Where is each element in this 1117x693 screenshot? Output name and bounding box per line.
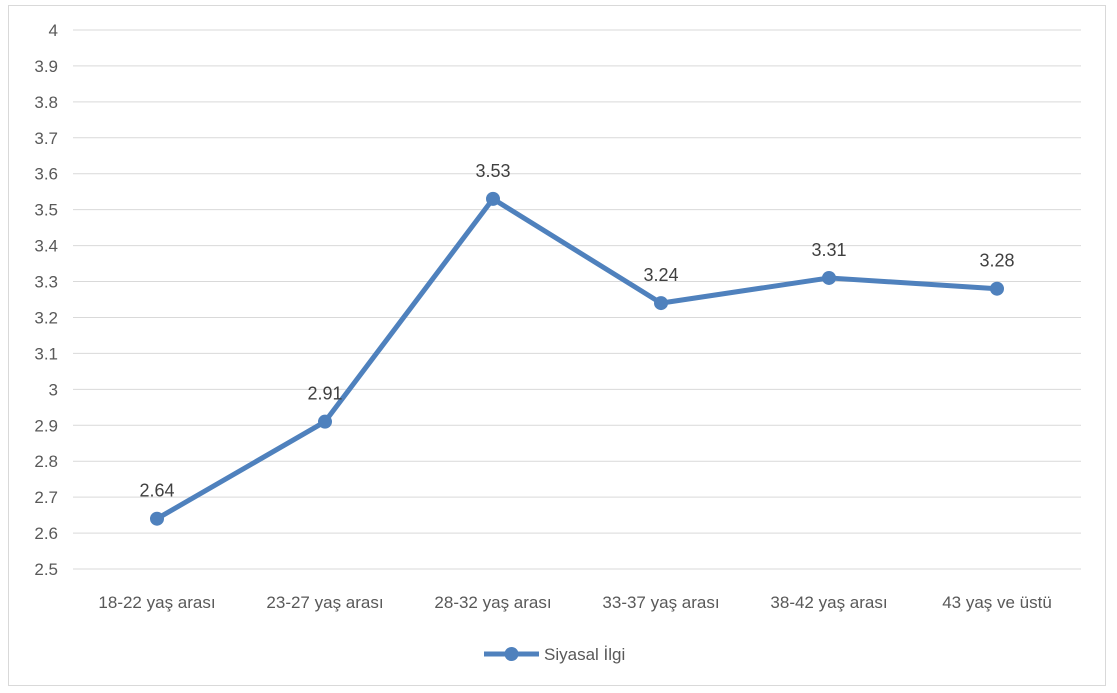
y-tick-label: 3.6 [34, 165, 58, 184]
y-tick-label: 3.4 [34, 237, 58, 256]
legend-marker [504, 647, 519, 661]
y-tick-label: 3.7 [34, 129, 58, 148]
data-point [822, 270, 836, 285]
y-tick-label: 3.1 [34, 344, 58, 363]
legend-label: Siyasal İlgi [544, 645, 625, 664]
y-tick-label: 2.9 [34, 416, 58, 435]
x-tick-label: 38-42 yaş arası [770, 593, 887, 612]
data-label: 3.31 [811, 240, 846, 260]
y-tick-label: 2.7 [34, 488, 58, 507]
legend: Siyasal İlgi [484, 645, 625, 664]
gridlines [73, 29, 1081, 570]
y-tick-label: 4 [49, 21, 58, 40]
y-tick-label: 2.8 [34, 452, 58, 471]
y-tick-label: 3 [49, 380, 58, 399]
y-tick-label: 3.8 [34, 93, 58, 112]
y-tick-label: 3.9 [34, 57, 58, 76]
data-label: 3.28 [979, 251, 1014, 271]
x-tick-label: 33-37 yaş arası [602, 593, 719, 612]
data-label: 3.24 [643, 265, 678, 285]
data-label: 2.64 [139, 481, 174, 501]
y-tick-label: 2.6 [34, 524, 58, 543]
series-line [154, 196, 1000, 522]
x-axis-tick-labels: 18-22 yaş arası 23-27 yaş arası 28-32 yaş … [98, 593, 1051, 612]
data-point [150, 511, 164, 526]
y-tick-label: 3.2 [34, 308, 58, 327]
y-tick-label: 3.5 [34, 201, 58, 220]
x-tick-label: 43 yaş ve üstü [942, 593, 1052, 612]
y-axis-tick-labels: 2.5 2.6 2.7 2.8 2.9 3 3.1 3.2 3.3 3.4 3.5 3.6 3.7 3.8… [34, 21, 58, 579]
data-label: 3.53 [475, 161, 510, 181]
chart-frame [8, 5, 1106, 686]
x-tick-label: 23-27 yaş arası [266, 593, 383, 612]
x-tick-label: 28-32 yaş arası [434, 593, 551, 612]
data-point [486, 191, 500, 206]
data-labels: 2.64 2.91 3.53 3.24 3.31 3.28 [139, 161, 1014, 501]
x-tick-label: 18-22 yaş arası [98, 593, 215, 612]
series-siyasal-ilgi [150, 191, 1004, 526]
data-point [990, 281, 1004, 296]
y-tick-label: 3.3 [34, 273, 58, 292]
data-point [654, 296, 668, 311]
data-point [318, 414, 332, 429]
y-tick-label: 2.5 [34, 560, 58, 579]
data-label: 2.91 [307, 384, 342, 404]
